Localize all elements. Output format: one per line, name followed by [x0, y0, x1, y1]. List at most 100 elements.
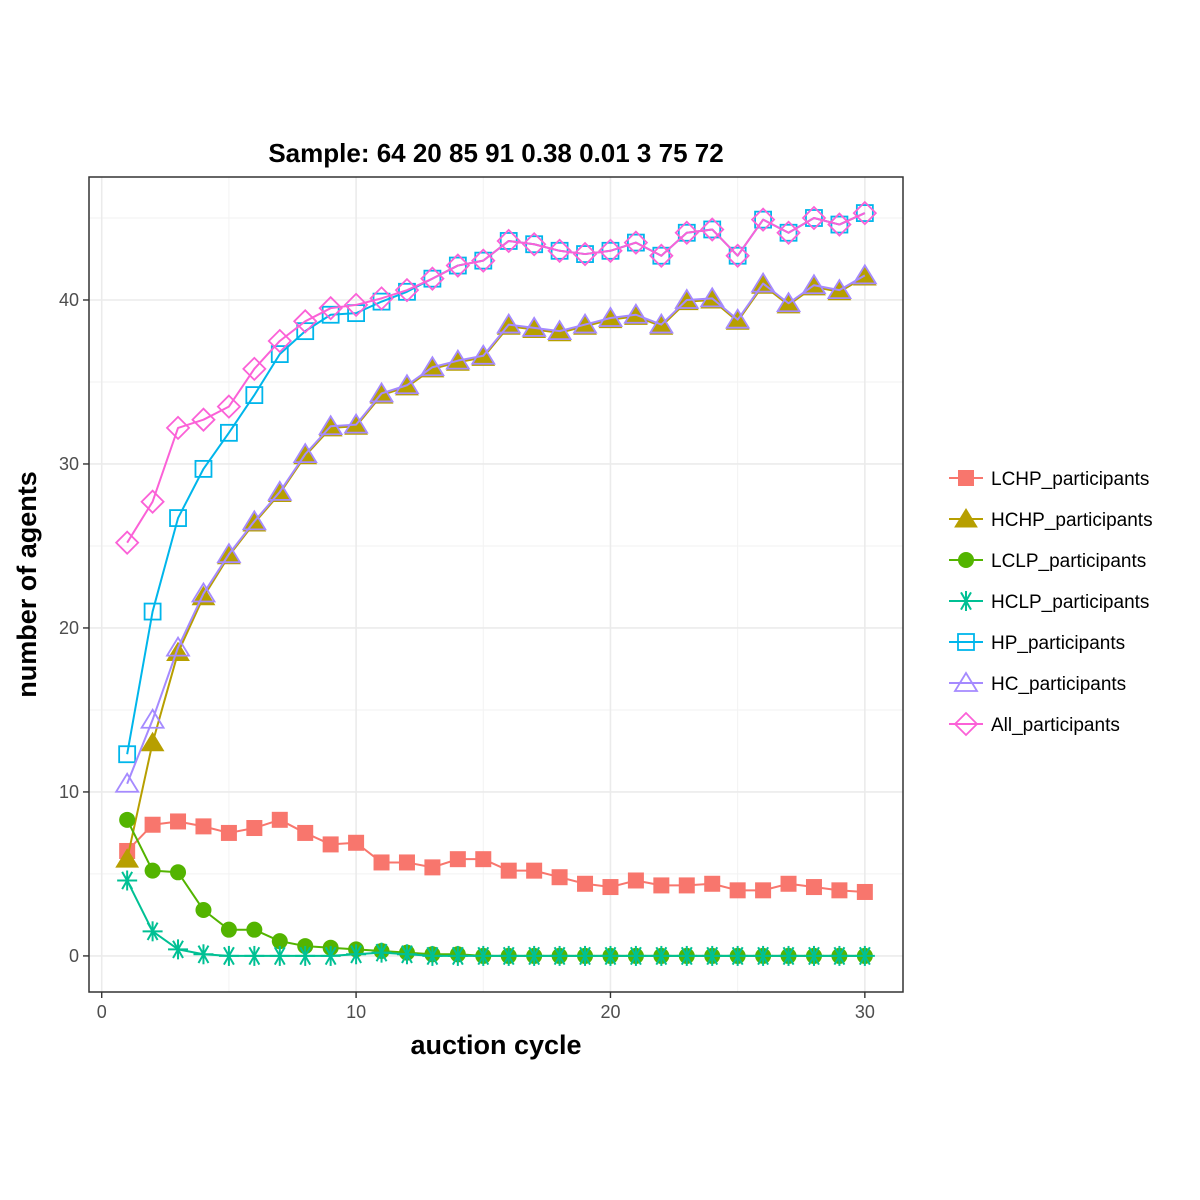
data-point [703, 220, 722, 239]
data-point [242, 356, 267, 382]
data-point [801, 273, 827, 295]
data-point [191, 407, 216, 432]
data-point [270, 345, 289, 364]
data-point [321, 305, 340, 324]
data-point [678, 877, 695, 894]
data-point [194, 459, 213, 478]
data-point [597, 306, 624, 327]
data-point [546, 319, 573, 341]
data-point [474, 251, 493, 270]
legend-item-LCHP_participants: LCHP_participants [949, 469, 1149, 490]
data-point [245, 386, 264, 404]
data-point [114, 772, 140, 793]
data-point [805, 209, 823, 227]
data-point [727, 945, 748, 966]
data-point [572, 312, 598, 334]
data-point [826, 278, 853, 300]
data-point [144, 862, 161, 879]
data-point [190, 581, 217, 603]
data-point [139, 708, 166, 729]
data-point [218, 945, 239, 966]
data-point [470, 344, 496, 365]
data-point [677, 223, 696, 242]
chart-title: Sample: 64 20 85 91 0.38 0.01 3 75 72 [268, 138, 723, 168]
legend-item-HP_participants: HP_participants [949, 633, 1125, 654]
data-point [704, 875, 721, 892]
data-point [496, 312, 522, 334]
data-point [827, 212, 852, 237]
data-point [449, 851, 466, 868]
legend-label: HP_participants [991, 633, 1125, 654]
data-point [398, 854, 415, 871]
legend-key-marker [954, 508, 978, 528]
legend: LCHP_participants HCHP_participants LCLP_p… [949, 469, 1153, 737]
data-point [776, 220, 801, 246]
data-point [271, 933, 288, 950]
data-point [193, 944, 214, 965]
data-point [852, 200, 878, 226]
x-tick-label: 30 [855, 1002, 875, 1022]
data-point [297, 824, 314, 841]
data-point [394, 373, 420, 395]
data-point [269, 945, 290, 966]
data-point [831, 882, 848, 899]
legend-key-marker [953, 711, 979, 737]
data-point [649, 243, 674, 268]
data-point [498, 945, 519, 966]
legend-item-All_participants: All_participants [949, 711, 1120, 737]
data-point [725, 307, 751, 329]
data-point [114, 530, 140, 555]
data-point [627, 872, 644, 889]
data-point [292, 442, 318, 464]
data-point [780, 875, 797, 892]
data-point [829, 945, 850, 966]
x-tick-label: 10 [346, 1002, 366, 1022]
data-point [320, 945, 341, 966]
data-point [318, 295, 343, 321]
data-point [295, 945, 316, 966]
data-point [805, 879, 822, 896]
y-tick-label: 40 [59, 290, 79, 310]
data-point [419, 355, 446, 377]
data-point [115, 848, 140, 868]
data-point [216, 542, 242, 564]
data-point [750, 271, 776, 293]
data-point [674, 288, 700, 309]
data-point [728, 246, 747, 265]
data-point [296, 322, 315, 341]
data-point [778, 945, 799, 966]
data-point [140, 489, 165, 514]
data-point [601, 241, 620, 260]
data-point [165, 415, 191, 441]
y-tick-label: 10 [59, 782, 79, 802]
data-point [729, 882, 746, 899]
data-point [220, 921, 237, 938]
data-point [577, 875, 594, 892]
data-point [343, 292, 369, 318]
legend-key-marker [956, 591, 976, 611]
data-point [725, 243, 750, 268]
data-point [165, 635, 191, 657]
series-HC_participants [114, 263, 878, 793]
data-point [754, 210, 772, 229]
data-point [244, 945, 265, 966]
data-point [623, 230, 649, 255]
legend-item-HCHP_participants: HCHP_participants [949, 508, 1153, 531]
data-point [753, 945, 774, 966]
data-point [292, 309, 318, 334]
series-All_participants [114, 200, 878, 555]
data-point [343, 412, 369, 434]
data-point [143, 602, 162, 621]
legend-label: LCHP_participants [991, 469, 1149, 490]
data-point [600, 945, 621, 966]
series-layer [114, 200, 878, 966]
data-point [422, 945, 443, 966]
data-point [750, 207, 776, 232]
data-point [371, 942, 392, 963]
data-point [623, 303, 649, 324]
series-line-HC_participants [126, 274, 866, 785]
data-point [830, 215, 849, 234]
data-point [170, 813, 187, 830]
data-point [602, 879, 619, 896]
legend-item-HCLP_participants: HCLP_participants [949, 591, 1149, 613]
